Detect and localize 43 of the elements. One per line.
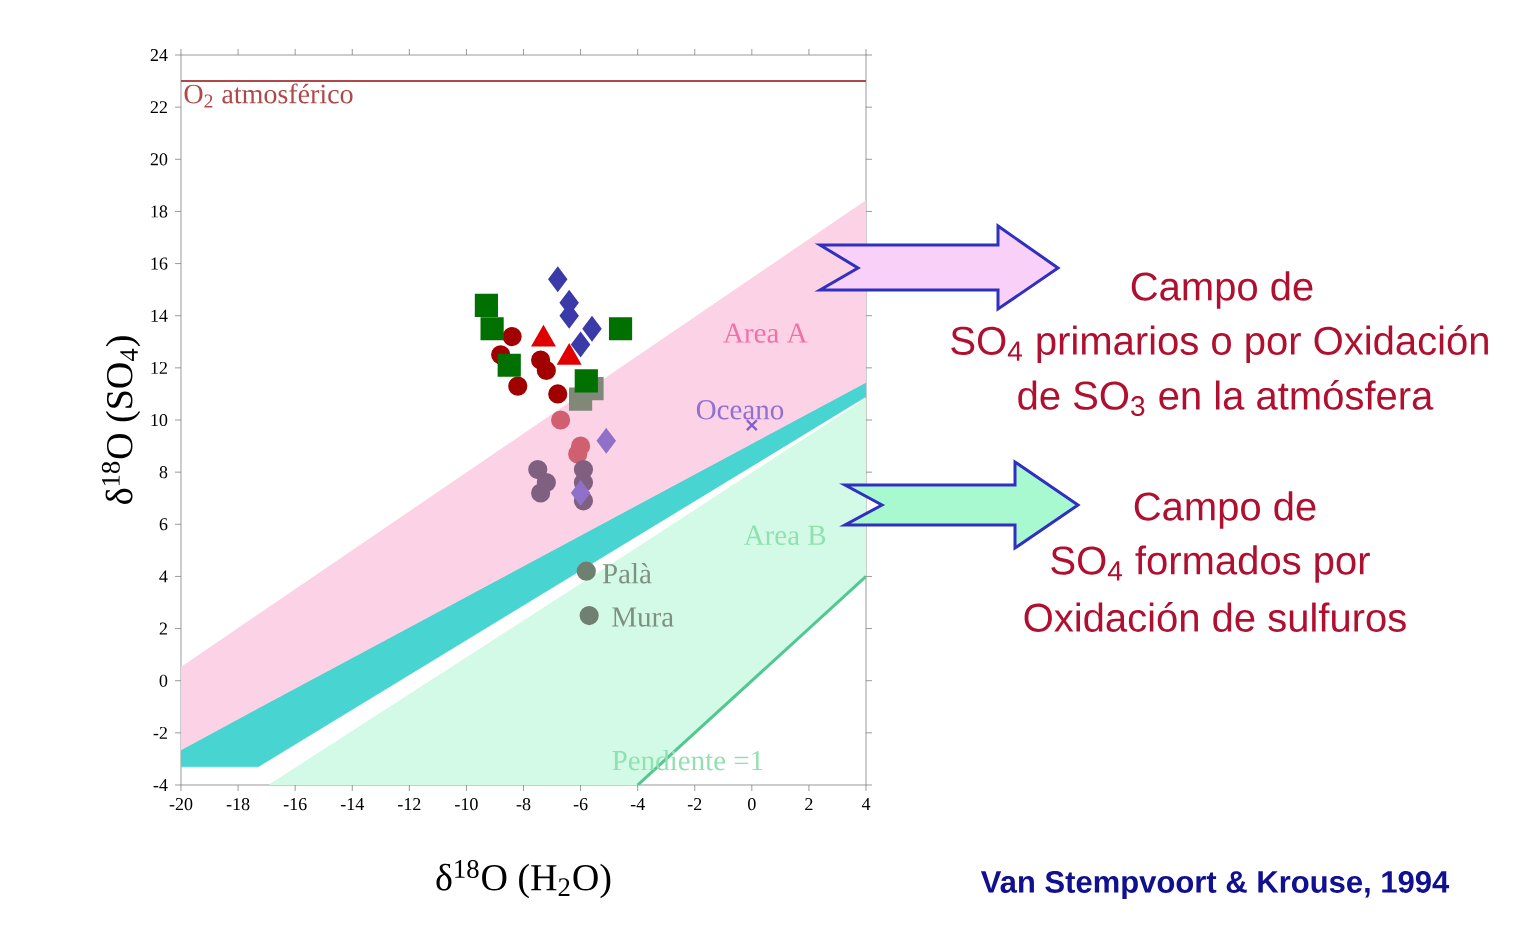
x-tick-label: -8 — [516, 798, 531, 811]
x-tick-label: -14 — [340, 798, 364, 810]
y-tick-label: 6 — [159, 518, 168, 531]
x-tick-label: -18 — [226, 798, 250, 811]
y-tick-label: 22 — [150, 101, 167, 114]
x-tick-label: -12 — [398, 798, 421, 810]
y-tick-label: -2 — [153, 726, 167, 739]
y-tick-label: 14 — [151, 309, 168, 322]
text: de SO$_{3}$ en la atmósfera — [1018, 380, 1434, 416]
x-tick-label: -6 — [573, 798, 588, 811]
y-tick-label: 20 — [150, 153, 168, 166]
text: Oxidación de sulfuros — [1024, 602, 1406, 632]
text: Campo de — [1134, 491, 1316, 529]
y-tick-label: 10 — [151, 413, 168, 427]
x-tick-label: -4 — [630, 798, 645, 810]
y-tick-label: 18 — [151, 205, 168, 218]
y-tick-label: 0 — [159, 674, 168, 687]
text: SO$_{4}$ primarios o por Oxidación — [951, 325, 1488, 363]
x-tick-label: -10 — [455, 798, 478, 811]
y-tick-label: 16 — [151, 257, 168, 270]
x-tick-label: -16 — [283, 798, 307, 811]
x-tick-label: 2 — [805, 798, 813, 810]
text: SO$_{4}$ formados por — [1051, 545, 1370, 583]
text: Campo de — [1131, 271, 1313, 309]
y-tick-label: -4 — [153, 779, 168, 791]
ref-line-label: O$_{2}$ atmosférico — [184, 83, 353, 108]
x-tick-label: -20 — [169, 798, 193, 811]
x-tick-label: 0 — [748, 798, 756, 811]
y-tick-label: 2 — [159, 622, 167, 635]
y-tick-label: 12 — [151, 361, 167, 374]
text: Van Stempvoort & Krouse, 1994 — [980, 870, 1450, 900]
x-tick-label: 4 — [861, 798, 871, 810]
annotation: Area A — [723, 323, 808, 343]
annotation: Oceano — [696, 400, 784, 420]
annotation: Area B — [743, 525, 826, 546]
annotation: Palà — [602, 563, 652, 584]
x-tick-label: -2 — [687, 798, 702, 810]
y-tick-label: 24 — [150, 49, 168, 61]
y-axis-title: δ$^{18}$O (SO$_{4}$) — [101, 336, 141, 504]
x-axis-title: δ$^{18}$O (H$_{2}$O) — [436, 859, 611, 899]
y-tick-label: 8 — [159, 466, 168, 479]
annotation: Mura — [612, 607, 674, 627]
y-tick-label: 4 — [159, 570, 168, 583]
